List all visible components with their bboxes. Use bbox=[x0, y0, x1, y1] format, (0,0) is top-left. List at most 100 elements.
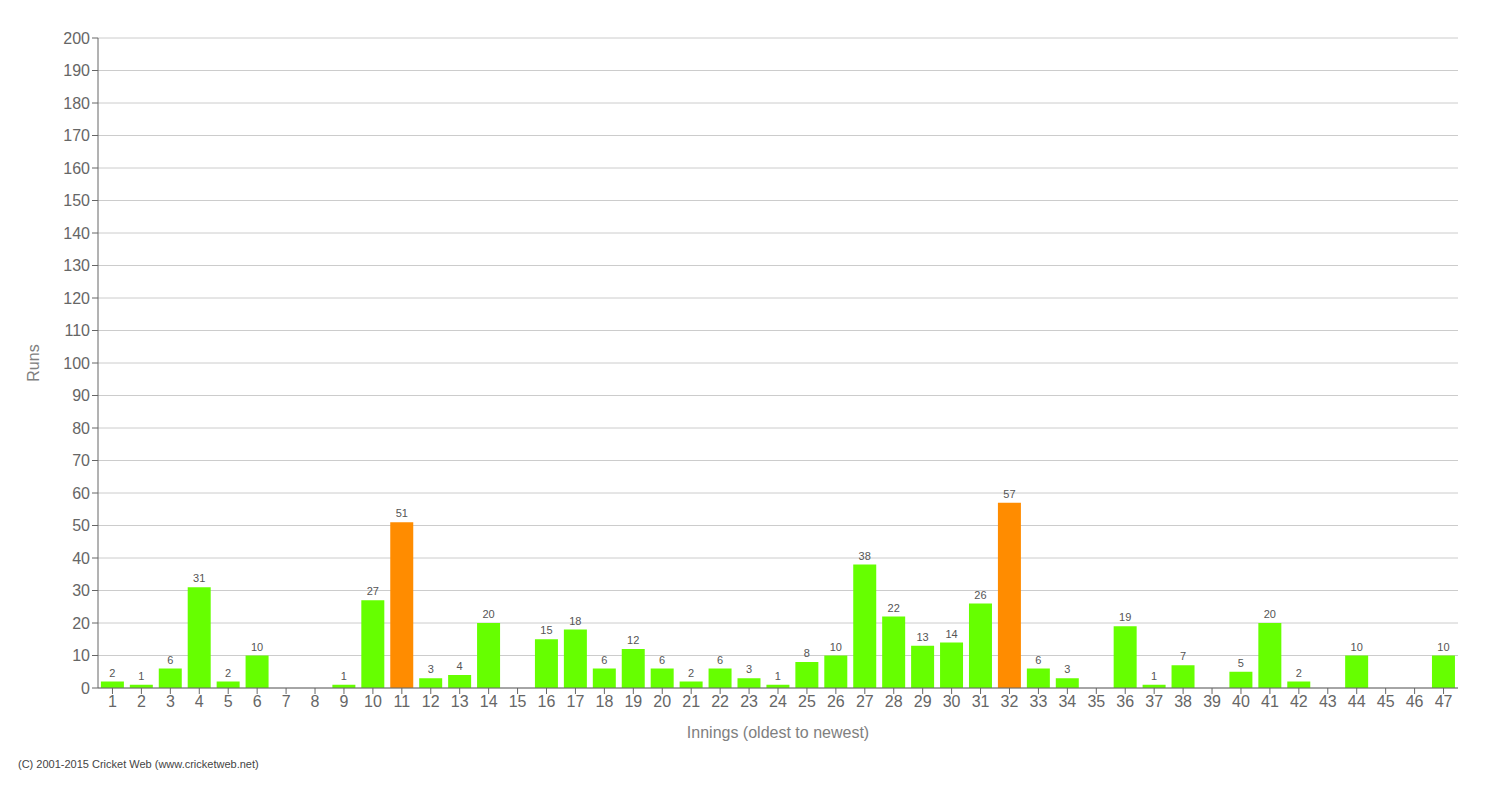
svg-text:13: 13 bbox=[451, 693, 469, 710]
svg-text:27: 27 bbox=[367, 585, 379, 597]
svg-text:40: 40 bbox=[1232, 693, 1250, 710]
svg-text:3: 3 bbox=[1064, 663, 1070, 675]
svg-text:41: 41 bbox=[1261, 693, 1279, 710]
svg-text:39: 39 bbox=[1203, 693, 1221, 710]
svg-text:12: 12 bbox=[422, 693, 440, 710]
svg-text:6: 6 bbox=[717, 654, 723, 666]
svg-text:120: 120 bbox=[63, 290, 90, 307]
svg-text:60: 60 bbox=[72, 485, 90, 502]
svg-text:20: 20 bbox=[72, 615, 90, 632]
svg-text:5: 5 bbox=[1238, 657, 1244, 669]
svg-text:Innings (oldest to newest): Innings (oldest to newest) bbox=[687, 724, 869, 741]
svg-text:30: 30 bbox=[943, 693, 961, 710]
svg-text:14: 14 bbox=[480, 693, 498, 710]
svg-text:80: 80 bbox=[72, 420, 90, 437]
svg-text:20: 20 bbox=[653, 693, 671, 710]
svg-text:7: 7 bbox=[282, 693, 291, 710]
svg-text:1: 1 bbox=[775, 670, 781, 682]
svg-text:10: 10 bbox=[830, 641, 842, 653]
svg-text:7: 7 bbox=[1180, 650, 1186, 662]
svg-text:180: 180 bbox=[63, 95, 90, 112]
svg-text:29: 29 bbox=[914, 693, 932, 710]
svg-text:18: 18 bbox=[595, 693, 613, 710]
svg-text:27: 27 bbox=[856, 693, 874, 710]
svg-text:38: 38 bbox=[1174, 693, 1192, 710]
svg-text:11: 11 bbox=[394, 693, 411, 710]
svg-text:130: 130 bbox=[63, 257, 90, 274]
svg-text:20: 20 bbox=[1264, 608, 1276, 620]
svg-text:6: 6 bbox=[1035, 654, 1041, 666]
svg-text:13: 13 bbox=[916, 631, 928, 643]
svg-text:1: 1 bbox=[108, 693, 117, 710]
svg-text:21: 21 bbox=[682, 693, 700, 710]
svg-text:8: 8 bbox=[311, 693, 320, 710]
svg-text:200: 200 bbox=[63, 30, 90, 47]
svg-text:4: 4 bbox=[457, 660, 463, 672]
svg-text:10: 10 bbox=[1351, 641, 1363, 653]
svg-text:57: 57 bbox=[1003, 488, 1015, 500]
svg-text:14: 14 bbox=[945, 628, 957, 640]
svg-text:23: 23 bbox=[740, 693, 758, 710]
svg-text:6: 6 bbox=[253, 693, 262, 710]
svg-text:47: 47 bbox=[1435, 693, 1453, 710]
svg-text:22: 22 bbox=[888, 602, 900, 614]
svg-text:2: 2 bbox=[1296, 667, 1302, 679]
svg-text:22: 22 bbox=[711, 693, 729, 710]
svg-text:30: 30 bbox=[72, 582, 90, 599]
svg-text:4: 4 bbox=[195, 693, 204, 710]
svg-text:3: 3 bbox=[746, 663, 752, 675]
svg-text:8: 8 bbox=[804, 647, 810, 659]
svg-text:6: 6 bbox=[659, 654, 665, 666]
svg-text:44: 44 bbox=[1348, 693, 1366, 710]
svg-text:36: 36 bbox=[1116, 693, 1134, 710]
svg-text:31: 31 bbox=[193, 572, 205, 584]
svg-text:33: 33 bbox=[1030, 693, 1048, 710]
svg-text:19: 19 bbox=[1119, 611, 1131, 623]
svg-text:10: 10 bbox=[364, 693, 382, 710]
svg-text:150: 150 bbox=[63, 192, 90, 209]
svg-text:Runs: Runs bbox=[25, 344, 42, 381]
svg-text:15: 15 bbox=[540, 624, 552, 636]
svg-text:42: 42 bbox=[1290, 693, 1308, 710]
svg-text:10: 10 bbox=[1437, 641, 1449, 653]
svg-text:110: 110 bbox=[64, 322, 90, 339]
svg-text:100: 100 bbox=[63, 355, 90, 372]
svg-text:1: 1 bbox=[1151, 670, 1157, 682]
svg-text:2: 2 bbox=[688, 667, 694, 679]
svg-text:34: 34 bbox=[1058, 693, 1076, 710]
svg-text:45: 45 bbox=[1377, 693, 1395, 710]
svg-text:3: 3 bbox=[166, 693, 175, 710]
svg-text:2: 2 bbox=[137, 693, 146, 710]
svg-text:43: 43 bbox=[1319, 693, 1337, 710]
svg-text:37: 37 bbox=[1145, 693, 1163, 710]
svg-text:190: 190 bbox=[63, 62, 90, 79]
svg-text:3: 3 bbox=[428, 663, 434, 675]
svg-text:90: 90 bbox=[72, 387, 90, 404]
svg-text:32: 32 bbox=[1001, 693, 1019, 710]
svg-text:10: 10 bbox=[72, 647, 90, 664]
svg-text:5: 5 bbox=[224, 693, 233, 710]
svg-text:2: 2 bbox=[109, 667, 115, 679]
svg-text:26: 26 bbox=[827, 693, 845, 710]
svg-text:38: 38 bbox=[859, 550, 871, 562]
svg-text:51: 51 bbox=[396, 507, 408, 519]
svg-text:6: 6 bbox=[167, 654, 173, 666]
svg-text:15: 15 bbox=[509, 693, 527, 710]
svg-text:170: 170 bbox=[63, 127, 90, 144]
svg-text:20: 20 bbox=[482, 608, 494, 620]
svg-text:17: 17 bbox=[567, 693, 585, 710]
svg-text:160: 160 bbox=[63, 160, 90, 177]
svg-text:35: 35 bbox=[1087, 693, 1105, 710]
svg-text:9: 9 bbox=[340, 693, 349, 710]
svg-text:16: 16 bbox=[538, 693, 556, 710]
svg-text:26: 26 bbox=[974, 589, 986, 601]
svg-text:2: 2 bbox=[225, 667, 231, 679]
svg-text:24: 24 bbox=[769, 693, 787, 710]
svg-text:0: 0 bbox=[81, 680, 90, 697]
svg-text:1: 1 bbox=[138, 670, 144, 682]
svg-text:31: 31 bbox=[972, 693, 990, 710]
svg-text:40: 40 bbox=[72, 550, 90, 567]
svg-text:140: 140 bbox=[63, 225, 90, 242]
svg-text:46: 46 bbox=[1406, 693, 1424, 710]
svg-text:18: 18 bbox=[569, 615, 581, 627]
